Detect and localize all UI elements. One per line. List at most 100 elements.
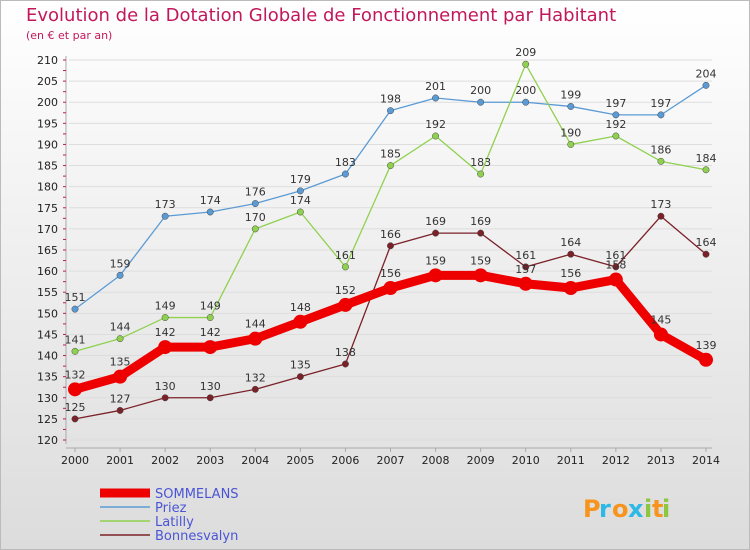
- data-label: 192: [425, 118, 446, 131]
- data-label: 200: [470, 84, 491, 97]
- y-tick-label: 125: [37, 413, 58, 426]
- y-tick-label: 170: [37, 223, 58, 236]
- legend-label: Latilly: [155, 515, 194, 530]
- x-tick-label: 2003: [196, 454, 224, 467]
- y-tick-label: 195: [37, 117, 58, 130]
- y-tick-label: 190: [37, 138, 58, 151]
- data-point: [699, 352, 713, 367]
- y-tick-label: 205: [37, 75, 58, 88]
- brand-letter: x: [628, 495, 644, 523]
- data-point: [116, 406, 124, 414]
- data-point: [161, 314, 169, 322]
- data-point: [567, 102, 575, 110]
- data-point: [657, 111, 665, 119]
- chart-subtitle: (en € et par an): [26, 29, 112, 42]
- data-point: [657, 157, 665, 165]
- data-label: 157: [515, 263, 536, 276]
- data-label: 135: [290, 359, 311, 372]
- data-point: [473, 268, 488, 283]
- data-label: 197: [605, 97, 626, 110]
- data-point: [206, 314, 214, 322]
- data-label: 156: [560, 267, 581, 280]
- data-point: [71, 305, 79, 313]
- data-point: [71, 415, 79, 423]
- data-label: 166: [380, 228, 401, 241]
- data-label: 159: [470, 254, 491, 267]
- data-point: [341, 170, 349, 178]
- data-point: [206, 208, 214, 216]
- data-label: 132: [65, 368, 86, 381]
- data-label: 186: [650, 143, 671, 156]
- data-point: [387, 162, 394, 170]
- brand-letter: i: [662, 495, 670, 523]
- data-label: 169: [470, 215, 491, 228]
- y-tick-label: 180: [37, 181, 58, 194]
- data-point: [116, 271, 124, 279]
- data-label: 145: [650, 313, 671, 326]
- data-label: 149: [155, 300, 176, 313]
- data-label: 135: [110, 356, 131, 369]
- data-point: [251, 385, 259, 393]
- data-point: [522, 60, 530, 68]
- series-sommelans: 132 135 142 142 144 148 152 156 159 159 157 156 158 1…: [65, 254, 717, 397]
- y-tick-label: 160: [37, 265, 58, 278]
- y-tick-label: 140: [37, 350, 58, 363]
- data-point: [341, 263, 349, 271]
- data-label: 139: [696, 339, 717, 352]
- data-label: 125: [65, 401, 86, 414]
- data-point: [68, 382, 82, 397]
- data-point: [702, 166, 710, 174]
- data-point: [116, 335, 124, 343]
- y-tick-label: 135: [37, 371, 58, 384]
- data-label: 169: [425, 215, 446, 228]
- data-point: [293, 314, 308, 329]
- data-point: [432, 94, 440, 102]
- y-tick-label: 130: [37, 392, 58, 405]
- data-point: [161, 212, 169, 220]
- data-point: [563, 281, 578, 295]
- data-point: [387, 242, 394, 250]
- x-tick-label: 2013: [647, 454, 675, 467]
- brand-letter: t: [652, 495, 663, 523]
- axes: 120 125 130 135 140 145 150 155 160 165 170 175 180 1…: [37, 54, 720, 467]
- data-label: 198: [380, 93, 401, 106]
- data-point: [341, 360, 349, 368]
- data-label: 138: [335, 346, 356, 359]
- legend-label: Bonnesvalyn: [155, 529, 238, 544]
- data-label: 204: [696, 67, 717, 80]
- x-tick-label: 2002: [151, 454, 179, 467]
- x-tick-label: 2000: [61, 454, 89, 467]
- data-point: [522, 98, 530, 106]
- data-label: 183: [470, 156, 491, 169]
- data-label: 161: [515, 249, 536, 262]
- x-tick-label: 2008: [422, 454, 450, 467]
- data-point: [251, 200, 259, 208]
- data-point: [702, 81, 710, 89]
- data-point: [161, 394, 169, 402]
- data-label: 149: [200, 300, 221, 313]
- data-point: [296, 187, 304, 195]
- series-layer: 151 159 173 174 176 179 183 198 201 200 200 199 197 1…: [65, 46, 717, 423]
- data-label: 184: [696, 152, 717, 165]
- data-point: [71, 347, 79, 355]
- y-tick-label: 210: [37, 54, 58, 67]
- x-tick-label: 2014: [692, 454, 720, 467]
- data-label: 152: [335, 284, 356, 297]
- data-label: 127: [110, 392, 131, 405]
- y-tick-label: 150: [37, 307, 58, 320]
- data-point: [428, 268, 443, 283]
- data-label: 130: [155, 380, 176, 393]
- data-point: [477, 229, 485, 237]
- x-tick-label: 2004: [241, 454, 269, 467]
- data-point: [296, 208, 304, 216]
- data-point: [702, 250, 710, 258]
- y-tick-label: 200: [37, 96, 58, 109]
- data-label: 174: [290, 194, 311, 207]
- data-point: [203, 340, 218, 355]
- x-tick-label: 2007: [377, 454, 405, 467]
- data-point: [522, 263, 530, 271]
- y-tick-label: 165: [37, 244, 58, 257]
